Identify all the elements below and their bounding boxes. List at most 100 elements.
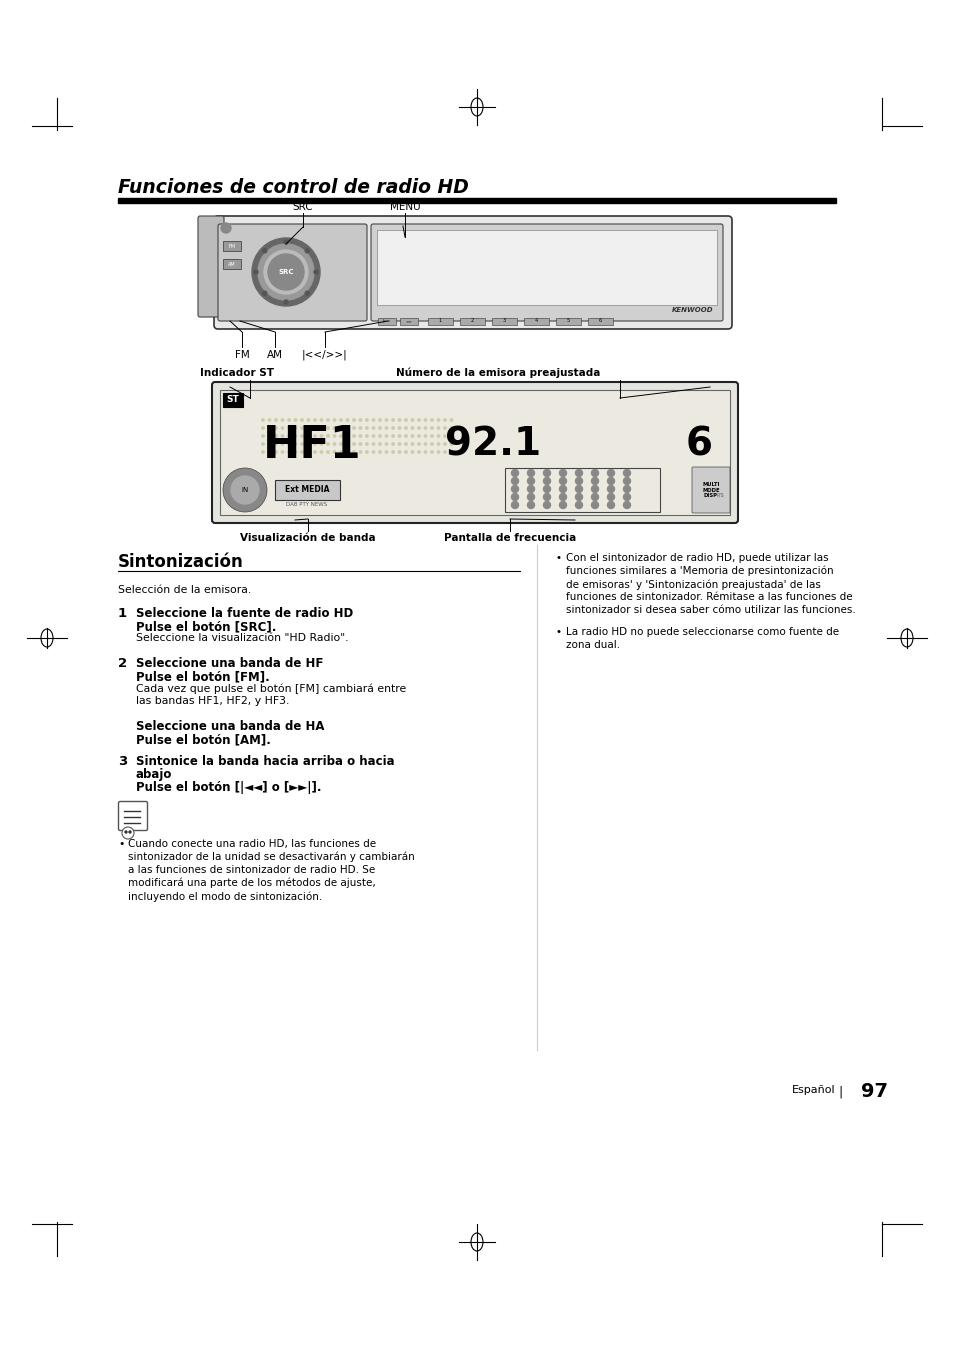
FancyBboxPatch shape [198, 216, 224, 317]
Circle shape [288, 427, 290, 430]
Circle shape [257, 245, 314, 300]
Text: 1: 1 [438, 319, 441, 323]
Text: •: • [118, 839, 124, 848]
Bar [459, 317, 484, 326]
Circle shape [333, 419, 335, 422]
Text: Ext MEDIA: Ext MEDIA [284, 485, 329, 494]
Circle shape [262, 292, 267, 296]
Circle shape [398, 419, 400, 422]
Circle shape [333, 451, 335, 453]
Circle shape [450, 443, 453, 446]
Circle shape [431, 435, 433, 438]
Circle shape [359, 443, 361, 446]
Circle shape [129, 831, 131, 834]
FancyBboxPatch shape [118, 801, 148, 831]
Circle shape [385, 443, 387, 446]
Circle shape [372, 427, 375, 430]
Circle shape [575, 477, 582, 485]
Circle shape [223, 467, 267, 512]
Circle shape [623, 493, 630, 500]
Circle shape [385, 427, 387, 430]
Circle shape [558, 501, 566, 508]
Text: 92.1: 92.1 [444, 426, 540, 463]
FancyBboxPatch shape [218, 224, 367, 322]
Circle shape [404, 419, 407, 422]
Circle shape [417, 451, 419, 453]
Circle shape [623, 485, 630, 493]
Circle shape [261, 435, 264, 438]
Circle shape [333, 427, 335, 430]
Circle shape [558, 470, 566, 477]
Circle shape [300, 427, 303, 430]
Circle shape [527, 493, 534, 500]
Circle shape [339, 451, 342, 453]
Circle shape [543, 493, 550, 500]
Bar [556, 317, 580, 326]
Circle shape [305, 249, 309, 253]
Bar [376, 230, 717, 305]
Circle shape [623, 470, 630, 477]
Circle shape [314, 270, 317, 274]
Circle shape [378, 435, 381, 438]
Text: KENWOOD: KENWOOD [671, 307, 712, 313]
Circle shape [281, 451, 283, 453]
Circle shape [431, 419, 433, 422]
Circle shape [450, 427, 453, 430]
Text: sintonizador de la unidad se desactivarán y cambiarán: sintonizador de la unidad se desactivará… [128, 852, 415, 862]
Circle shape [281, 435, 283, 438]
Text: Con el sintonizador de radio HD, puede utilizar las: Con el sintonizador de radio HD, puede u… [565, 553, 828, 563]
Text: 3: 3 [502, 319, 505, 323]
Circle shape [262, 249, 267, 253]
Text: FM: FM [229, 243, 235, 249]
Bar [587, 317, 613, 326]
Text: Cuando conecte una radio HD, las funciones de: Cuando conecte una radio HD, las funcion… [128, 839, 375, 848]
Text: a las funciones de sintonizador de radio HD. Se: a las funciones de sintonizador de radio… [128, 865, 375, 875]
Text: Seleccione una banda de HA: Seleccione una banda de HA [136, 720, 324, 734]
Circle shape [339, 427, 342, 430]
Circle shape [404, 427, 407, 430]
Circle shape [261, 427, 264, 430]
Circle shape [591, 485, 598, 493]
Circle shape [527, 470, 534, 477]
Circle shape [359, 451, 361, 453]
Circle shape [424, 451, 426, 453]
Circle shape [398, 443, 400, 446]
Text: Pulse el botón [FM].: Pulse el botón [FM]. [136, 670, 270, 684]
Text: Indicador ST: Indicador ST [200, 367, 274, 378]
Text: 97: 97 [861, 1082, 887, 1101]
Circle shape [607, 485, 614, 493]
Circle shape [443, 443, 446, 446]
Text: FM: FM [234, 350, 249, 359]
Text: Pulse el botón [AM].: Pulse el botón [AM]. [136, 734, 271, 746]
Circle shape [411, 427, 414, 430]
Circle shape [231, 476, 258, 504]
Circle shape [527, 501, 534, 508]
Text: modificará una parte de los métodos de ajuste,: modificará una parte de los métodos de a… [128, 878, 375, 889]
Circle shape [623, 501, 630, 508]
Circle shape [543, 470, 550, 477]
Circle shape [359, 419, 361, 422]
Text: SRC: SRC [293, 203, 313, 212]
Text: Selección de la emisora.: Selección de la emisora. [118, 585, 251, 594]
Circle shape [450, 451, 453, 453]
Circle shape [294, 435, 296, 438]
Circle shape [261, 443, 264, 446]
Text: 2: 2 [118, 657, 127, 670]
Circle shape [346, 435, 349, 438]
Circle shape [268, 427, 271, 430]
Circle shape [294, 443, 296, 446]
Circle shape [372, 435, 375, 438]
Circle shape [359, 435, 361, 438]
Circle shape [436, 435, 439, 438]
Text: |<</>>|: |<</>>| [302, 350, 348, 361]
Circle shape [327, 427, 329, 430]
Circle shape [339, 419, 342, 422]
Circle shape [268, 443, 271, 446]
Text: IN: IN [241, 486, 249, 493]
Circle shape [450, 435, 453, 438]
Bar [399, 317, 417, 326]
Text: 1: 1 [118, 607, 127, 620]
Circle shape [392, 443, 394, 446]
Circle shape [125, 831, 127, 834]
FancyBboxPatch shape [371, 224, 722, 322]
